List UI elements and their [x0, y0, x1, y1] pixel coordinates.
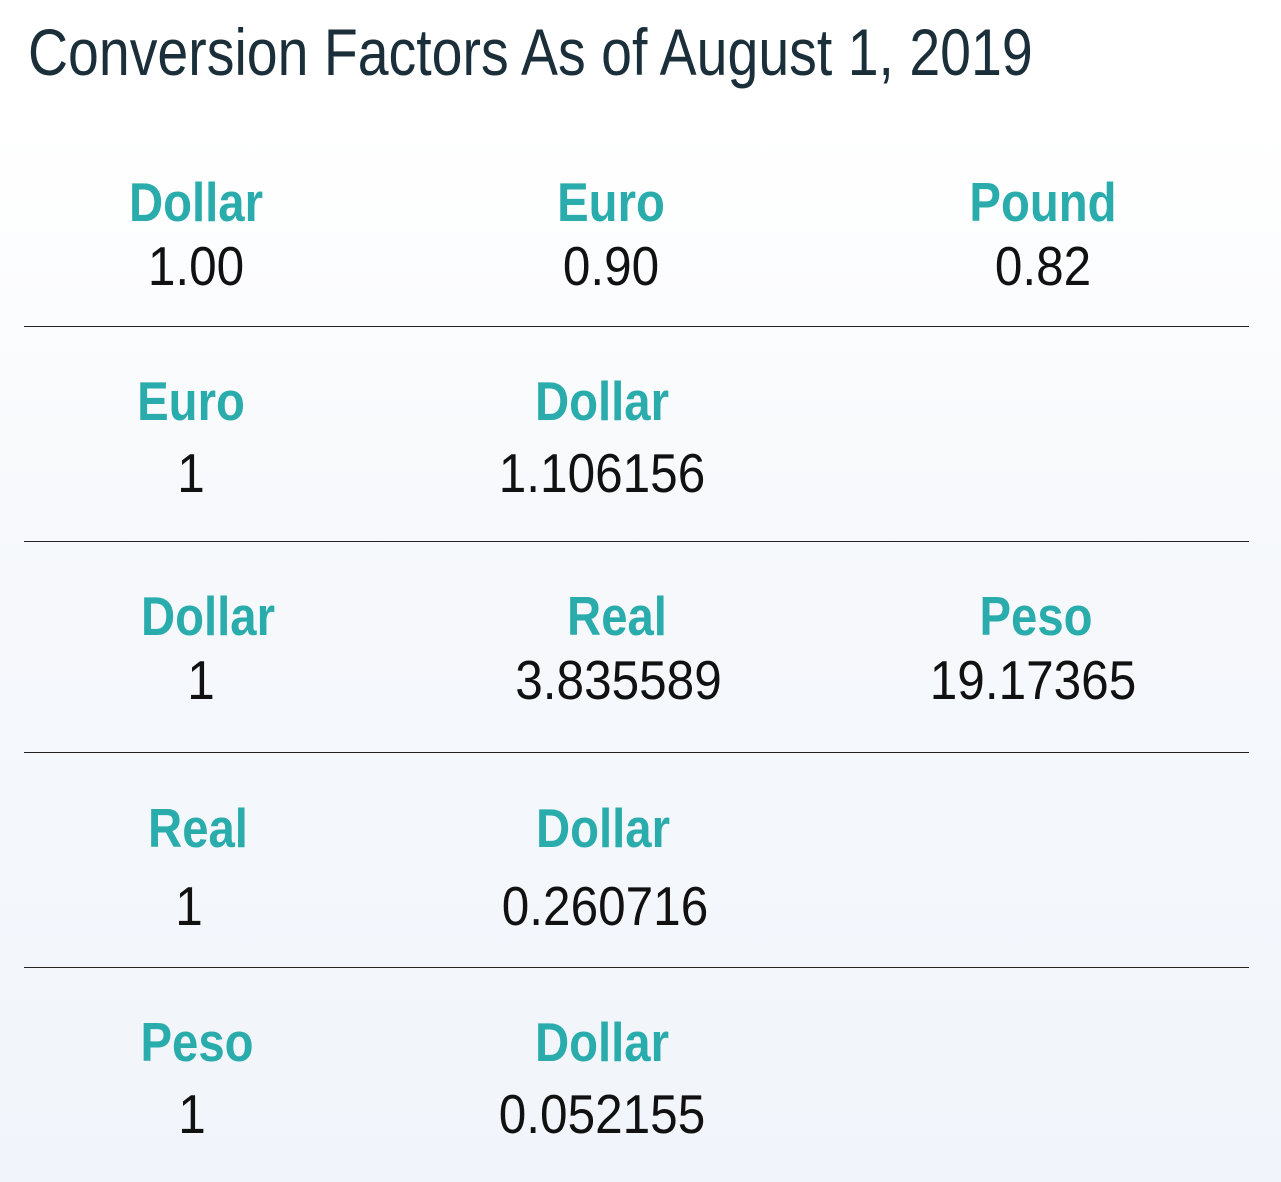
currency-label: Pound — [969, 171, 1117, 233]
currency-label: Dollar — [534, 1011, 670, 1073]
row-divider — [24, 541, 1249, 542]
currency-value: 3.835589 — [515, 649, 722, 711]
currency-value: 1 — [177, 442, 205, 504]
conversion-table-panel — [0, 126, 1281, 1182]
currency-label: Dollar — [128, 171, 264, 233]
row-3-peso-cell: Peso 19.17365 — [876, 584, 1196, 712]
currency-value: 0.260716 — [501, 875, 709, 937]
currency-label: Euro — [557, 171, 665, 233]
currency-value: 0.82 — [994, 235, 1092, 297]
currency-label: Euro — [137, 370, 245, 432]
row-5-dollar-cell: Dollar 0.052155 — [442, 1010, 762, 1146]
currency-value: 0.052155 — [498, 1083, 706, 1145]
currency-label: Real — [567, 585, 667, 647]
currency-label: Peso — [979, 585, 1093, 647]
row-1-dollar-cell: Dollar 1.00 — [36, 170, 356, 298]
currency-value: 1.106156 — [498, 442, 706, 504]
row-1-pound-cell: Pound 0.82 — [883, 170, 1203, 298]
row-4-real-cell: Real 1 — [38, 796, 358, 938]
currency-label: Dollar — [535, 797, 671, 859]
currency-value: 1 — [187, 649, 215, 711]
page-title: Conversion Factors As of August 1, 2019 — [28, 15, 1033, 89]
row-4-dollar-cell: Dollar 0.260716 — [443, 796, 763, 938]
row-divider — [24, 326, 1249, 327]
currency-label: Real — [148, 797, 248, 859]
row-2-dollar-cell: Dollar 1.106156 — [442, 369, 762, 505]
row-1-euro-cell: Euro 0.90 — [451, 170, 771, 298]
row-3-dollar-cell: Dollar 1 — [48, 584, 368, 712]
currency-label: Dollar — [534, 370, 670, 432]
row-5-peso-cell: Peso 1 — [37, 1010, 357, 1146]
currency-label: Dollar — [140, 585, 276, 647]
currency-label: Peso — [140, 1011, 254, 1073]
currency-value: 19.17365 — [929, 649, 1137, 711]
row-2-euro-cell: Euro 1 — [31, 369, 351, 505]
currency-value: 1 — [175, 875, 203, 937]
row-divider — [24, 752, 1249, 753]
row-3-real-cell: Real 3.835589 — [457, 584, 777, 712]
currency-value: 1.00 — [147, 235, 245, 297]
currency-value: 1 — [178, 1083, 206, 1145]
row-divider — [24, 967, 1249, 968]
currency-value: 0.90 — [562, 235, 660, 297]
